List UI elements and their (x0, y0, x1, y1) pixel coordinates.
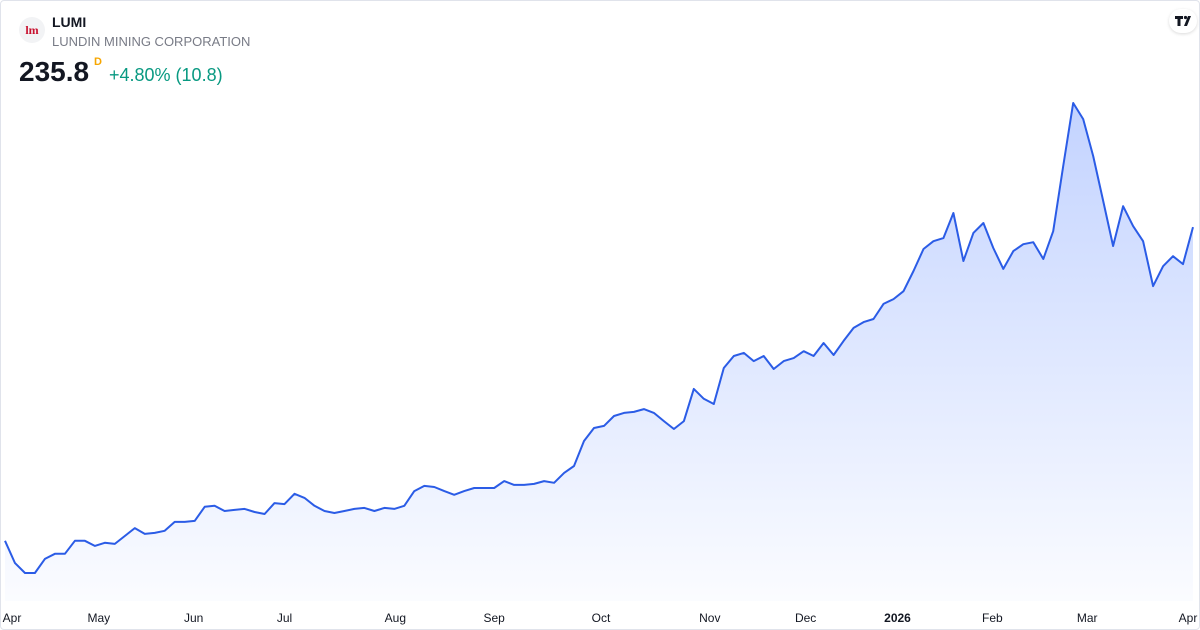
x-tick-label: May (88, 611, 111, 625)
x-tick-label: Jun (184, 611, 203, 625)
x-tick-label: Oct (592, 611, 611, 625)
x-tick-label: 2026 (884, 611, 911, 625)
area-fill (5, 103, 1193, 601)
x-tick-label: Apr (3, 611, 22, 625)
logo: lm (19, 17, 45, 43)
x-tick-label: Apr (1179, 611, 1198, 625)
x-tick-label: Dec (795, 611, 816, 625)
brand-logo[interactable] (1169, 9, 1197, 33)
company-name: LUNDIN MINING CORPORATION (52, 34, 251, 49)
symbol: LUMI (52, 14, 87, 30)
x-tick-label: Aug (385, 611, 406, 625)
price: 235.8 (19, 56, 90, 87)
x-tick-label: Sep (483, 611, 505, 625)
x-tick-label: Mar (1077, 611, 1098, 625)
x-tick-label: Feb (982, 611, 1003, 625)
x-tick-label: Nov (699, 611, 720, 625)
x-tick-label: Jul (277, 611, 292, 625)
interval: D (94, 56, 102, 68)
price-line (4, 102, 1194, 574)
brand-icon (1175, 15, 1191, 26)
change: +4.80% (10.8) (109, 65, 223, 85)
